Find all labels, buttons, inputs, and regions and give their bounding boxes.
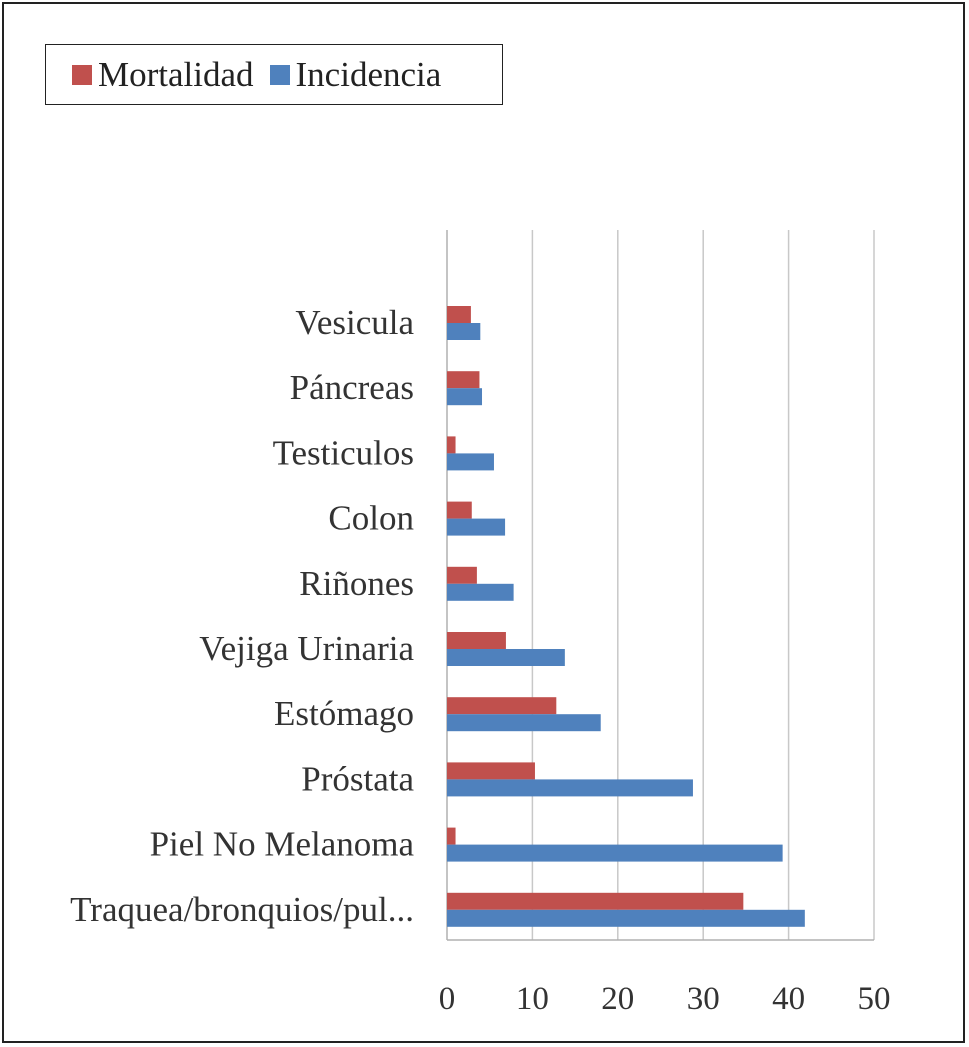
- bar-mortalidad-1: [447, 371, 480, 389]
- bar-mortalidad-8: [447, 827, 456, 845]
- bar-mortalidad-9: [447, 892, 744, 910]
- bar-incidencia-0: [447, 323, 481, 340]
- legend-swatch-mortalidad: [72, 64, 92, 85]
- category-label-8: Piel No Melanoma: [150, 825, 415, 864]
- legend-label-incidencia: Incidencia: [295, 55, 442, 94]
- tick-label-40: 40: [772, 981, 805, 1017]
- tick-label-30: 30: [687, 981, 720, 1017]
- bar-mortalidad-2: [447, 436, 456, 454]
- category-label-6: Estómago: [274, 694, 414, 733]
- category-label-4: Riñones: [299, 564, 414, 603]
- bar-mortalidad-5: [447, 632, 506, 649]
- bar-mortalidad-7: [447, 762, 535, 780]
- bar-incidencia-3: [447, 518, 506, 536]
- bar-incidencia-5: [447, 649, 565, 666]
- bar-incidencia-7: [447, 779, 693, 797]
- category-label-1: Páncreas: [290, 368, 414, 407]
- tick-label-0: 0: [439, 981, 456, 1017]
- category-label-3: Colon: [328, 499, 414, 538]
- bar-incidencia-6: [447, 714, 601, 732]
- bar-incidencia-1: [447, 388, 483, 406]
- bar-incidencia-2: [447, 453, 494, 471]
- category-label-9: Traquea/bronquios/pul...: [70, 890, 414, 929]
- bar-mortalidad-3: [447, 501, 472, 519]
- tick-label-20: 20: [601, 981, 634, 1017]
- legend-item-mortalidad: Mortalidad: [72, 57, 254, 92]
- legend-swatch-incidencia: [269, 64, 290, 85]
- bar-incidencia-9: [447, 909, 805, 927]
- bar-incidencia-8: [447, 844, 783, 862]
- legend-item-incidencia: Incidencia: [269, 55, 442, 94]
- category-label-7: Próstata: [301, 759, 414, 798]
- tick-label-50: 50: [858, 981, 891, 1017]
- legend-label-mortalidad: Mortalidad: [98, 55, 254, 94]
- category-label-2: Testiculos: [273, 433, 414, 472]
- bar-mortalidad-0: [447, 306, 471, 323]
- chart-legend: Mortalidad Incidencia: [45, 44, 503, 105]
- category-label-5: Vejiga Urinaria: [199, 629, 414, 668]
- bar-incidencia-4: [447, 583, 514, 601]
- bar-mortalidad-4: [447, 566, 477, 584]
- tick-label-10: 10: [516, 981, 549, 1017]
- bar-mortalidad-6: [447, 697, 557, 715]
- category-label-0: Vesicula: [295, 303, 414, 342]
